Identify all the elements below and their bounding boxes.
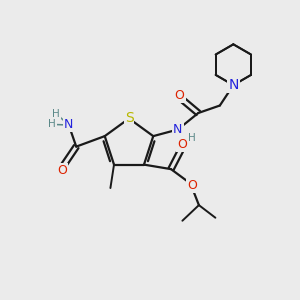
Text: O: O xyxy=(175,88,184,101)
Text: O: O xyxy=(187,178,197,191)
Text: H: H xyxy=(52,109,60,118)
Text: H: H xyxy=(188,133,196,143)
Text: S: S xyxy=(124,112,134,125)
Text: O: O xyxy=(57,164,67,177)
Text: N: N xyxy=(228,78,239,92)
Text: N: N xyxy=(228,78,239,92)
Text: O: O xyxy=(177,138,187,151)
Text: N: N xyxy=(64,118,74,131)
Text: H: H xyxy=(48,119,56,129)
Text: N: N xyxy=(173,123,182,136)
